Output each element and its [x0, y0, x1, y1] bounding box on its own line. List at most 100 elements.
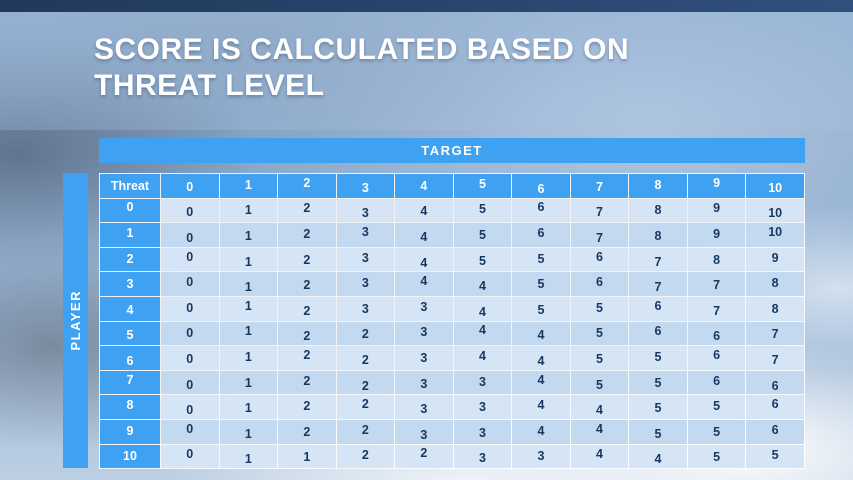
score-cell: 2: [277, 271, 337, 297]
threat-corner-header: Threat: [99, 173, 161, 199]
table-row: 7 0 1 2 2 3 3 4 5 5 6 6: [99, 369, 805, 396]
cell-value: 2: [361, 448, 369, 463]
cell-value: 5: [478, 227, 486, 242]
cell-value: 5: [537, 302, 545, 317]
score-cell: 3: [394, 418, 454, 445]
score-cell: 0: [160, 295, 220, 322]
score-cell: 6: [569, 271, 630, 297]
score-cell: 1: [218, 418, 279, 445]
score-cell: 5: [686, 443, 747, 470]
score-cell: 1: [218, 246, 279, 273]
threat-row-header: 9: [99, 418, 161, 445]
cell-value: 4: [478, 304, 486, 319]
threat-row-header: 8: [99, 394, 161, 420]
cell-value: 2: [361, 422, 369, 437]
cell-value: 6: [713, 373, 721, 388]
score-cell: 5: [686, 394, 747, 420]
score-cell: 3: [394, 320, 454, 347]
cell-value: 4: [126, 302, 134, 317]
cell-value: 2: [303, 303, 311, 318]
score-cell: 7: [628, 271, 688, 297]
score-cell: 5: [569, 345, 630, 371]
threat-row-header: 1: [99, 222, 161, 248]
score-cell: 5: [452, 197, 513, 224]
score-cell: 6: [686, 345, 747, 371]
score-cell: 5: [569, 295, 630, 322]
score-cell: 1: [218, 222, 279, 248]
score-cell: 2: [277, 222, 337, 248]
table-row: 4 0 1 2 3 3 4 5 5 6 7 8: [99, 295, 805, 322]
table-row: 6 0 1 2 2 3 4 4 5 5 6 7: [99, 345, 805, 371]
score-cell: 1: [218, 345, 279, 371]
cell-value: 5: [654, 401, 662, 416]
threat-row-header: 4: [99, 295, 161, 322]
cell-value: 9: [713, 175, 721, 190]
score-cell: 4: [394, 222, 454, 248]
cell-value: 0: [186, 275, 194, 290]
cell-value: 1: [244, 298, 252, 313]
cell-value: 7: [126, 372, 134, 387]
cell-value: 9: [713, 201, 721, 216]
cell-value: 3: [361, 276, 369, 291]
title-band: SCORE IS CALCULATED BASED ON THREAT LEVE…: [0, 12, 853, 130]
score-cell: 4: [569, 394, 630, 420]
score-cell: 5: [628, 345, 688, 371]
cell-value: 9: [126, 423, 134, 438]
cell-value: 0: [186, 403, 194, 418]
cell-value: 7: [713, 278, 721, 293]
score-cell: 4: [452, 295, 513, 322]
score-cell: 0: [160, 271, 220, 297]
score-cell: 9: [686, 222, 747, 248]
cell-value: 5: [126, 328, 134, 343]
score-cell: 3: [394, 295, 454, 322]
top-accent-bar: [0, 0, 853, 12]
score-cell: 5: [569, 320, 630, 347]
cell-value: 0: [186, 300, 194, 315]
cell-value: 6: [771, 378, 779, 393]
score-cell: 3: [335, 295, 396, 322]
cell-value: 4: [420, 274, 428, 289]
cell-value: 5: [478, 202, 486, 217]
title-line-2: THREAT LEVEL: [94, 69, 325, 102]
score-cell: 6: [511, 197, 571, 224]
score-cell: 8: [745, 271, 805, 297]
score-cell: 5: [628, 418, 688, 445]
score-cell: 1: [218, 197, 279, 224]
score-cell: 2: [335, 443, 396, 470]
score-cell: 9: [745, 246, 805, 273]
cell-value: 0: [186, 447, 194, 462]
score-cell: 6: [628, 320, 688, 347]
target-column-header: 1: [218, 173, 279, 199]
cell-value: 5: [478, 253, 486, 268]
cell-value: 4: [537, 328, 545, 343]
score-cell: 2: [277, 197, 337, 224]
score-cell: 0: [160, 369, 220, 396]
score-cell: 3: [452, 369, 513, 396]
cell-value: 3: [361, 224, 369, 239]
slide-title: SCORE IS CALCULATED BASED ON THREAT LEVE…: [0, 12, 853, 104]
score-cell: 4: [511, 369, 571, 396]
cell-value: 8: [654, 228, 662, 243]
cell-value: 4: [420, 255, 428, 270]
cell-value: 4: [537, 423, 545, 438]
score-cell: 1: [218, 320, 279, 347]
score-cell: 4: [569, 443, 630, 470]
cell-value: 1: [244, 254, 252, 269]
cell-value: 3: [420, 376, 428, 391]
cell-value: 0: [186, 179, 194, 194]
cell-value: 0: [186, 205, 194, 220]
score-cell: 5: [628, 394, 688, 420]
cell-value: 6: [596, 249, 603, 264]
cell-value: 4: [478, 348, 486, 363]
target-column-header: 5: [452, 173, 513, 199]
cell-value: 8: [126, 398, 134, 413]
cell-value: 1: [244, 426, 252, 441]
cell-value: 2: [303, 175, 311, 190]
table-row: 3 0 1 2 3 4 4 5 6 7 7 8: [99, 271, 805, 297]
cell-value: 2: [303, 226, 311, 241]
table-row: 9 0 1 2 2 3 3 4 4 5 5 6: [99, 418, 805, 445]
cell-value: 2: [126, 251, 134, 266]
score-cell: 3: [394, 345, 454, 371]
target-column-header: 8: [628, 173, 688, 199]
cell-value: 10: [768, 206, 783, 221]
